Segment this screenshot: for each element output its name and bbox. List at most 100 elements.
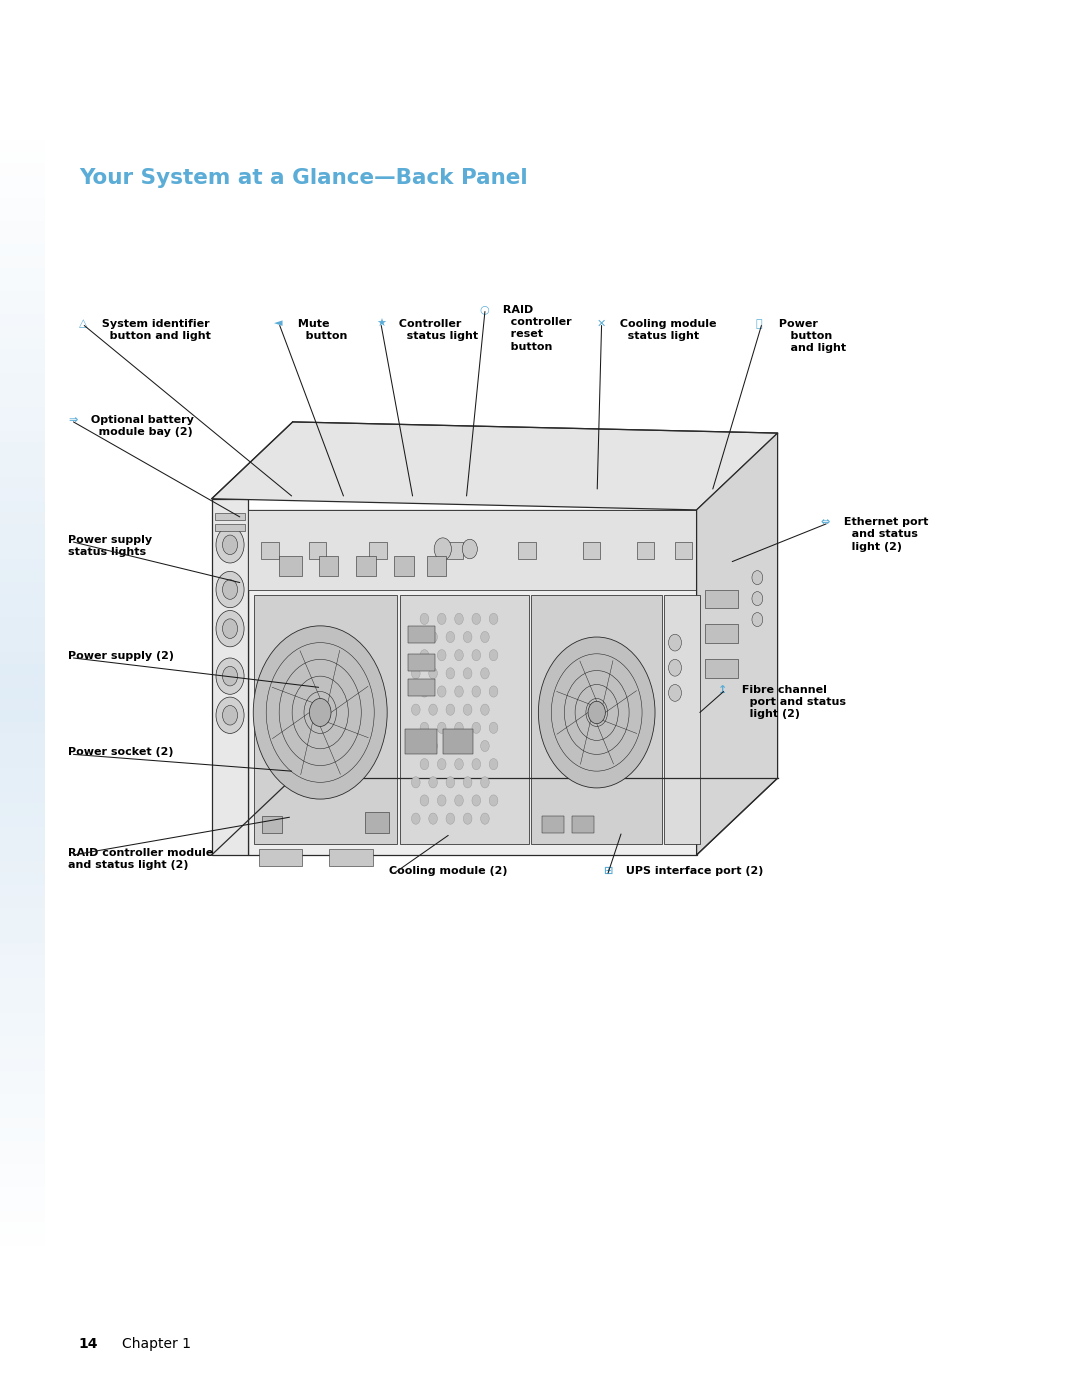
Bar	[0, 605, 45, 617]
Circle shape	[481, 668, 489, 679]
Bar	[0, 1106, 45, 1118]
Bar	[215, 524, 245, 531]
Bar	[0, 908, 45, 919]
Polygon shape	[664, 595, 700, 844]
Text: ⇔: ⇔	[821, 517, 831, 527]
Bar	[0, 792, 45, 803]
Circle shape	[455, 650, 463, 661]
Bar	[0, 24, 45, 35]
Text: RAID controller module
and status light (2): RAID controller module and status light …	[68, 848, 213, 870]
Polygon shape	[697, 433, 778, 855]
Bar	[0, 535, 45, 548]
Circle shape	[411, 631, 420, 643]
Bar	[0, 1303, 45, 1316]
Circle shape	[472, 686, 481, 697]
Bar	[0, 430, 45, 443]
Circle shape	[420, 686, 429, 697]
Circle shape	[437, 795, 446, 806]
Bar	[0, 46, 45, 59]
Bar	[369, 542, 387, 559]
Circle shape	[446, 813, 455, 824]
Bar	[0, 186, 45, 198]
Bar	[309, 542, 326, 559]
Text: RAID
   controller
   reset
   button: RAID controller reset button	[499, 305, 571, 352]
Bar	[0, 116, 45, 129]
Circle shape	[472, 759, 481, 770]
Bar	[0, 745, 45, 757]
Bar	[583, 542, 600, 559]
Bar	[0, 443, 45, 454]
Bar	[0, 175, 45, 186]
Bar	[0, 873, 45, 884]
Circle shape	[472, 795, 481, 806]
Bar	[0, 163, 45, 175]
Bar	[0, 94, 45, 105]
Bar	[408, 679, 435, 696]
Bar	[0, 862, 45, 873]
Circle shape	[216, 571, 244, 608]
Circle shape	[222, 666, 238, 686]
Circle shape	[222, 705, 238, 725]
Polygon shape	[248, 510, 697, 590]
Circle shape	[429, 668, 437, 679]
Circle shape	[472, 722, 481, 733]
Bar	[0, 1013, 45, 1024]
Bar	[0, 1059, 45, 1071]
Circle shape	[455, 686, 463, 697]
Bar	[279, 556, 302, 576]
Polygon shape	[212, 499, 248, 855]
Bar	[0, 35, 45, 46]
Bar	[0, 1222, 45, 1234]
Circle shape	[437, 722, 446, 733]
Bar	[0, 198, 45, 210]
Bar	[0, 943, 45, 954]
Circle shape	[216, 610, 244, 647]
Bar	[0, 897, 45, 908]
Bar	[0, 489, 45, 500]
Circle shape	[472, 613, 481, 624]
Bar	[0, 303, 45, 314]
Bar	[0, 733, 45, 745]
Bar	[0, 279, 45, 291]
Circle shape	[669, 685, 681, 701]
Bar	[0, 0, 45, 11]
Bar	[0, 884, 45, 897]
Circle shape	[481, 813, 489, 824]
Circle shape	[429, 631, 437, 643]
Circle shape	[463, 777, 472, 788]
Bar	[0, 1373, 45, 1386]
Bar	[408, 654, 435, 671]
Bar	[405, 729, 437, 754]
Bar	[0, 1071, 45, 1083]
Bar	[259, 849, 302, 866]
Bar	[0, 919, 45, 932]
Text: UPS interface port (2): UPS interface port (2)	[622, 866, 764, 876]
Bar	[0, 1362, 45, 1373]
Bar	[0, 314, 45, 326]
Circle shape	[429, 740, 437, 752]
Bar	[0, 1351, 45, 1362]
Circle shape	[463, 704, 472, 715]
Bar	[0, 652, 45, 664]
Bar	[0, 594, 45, 605]
Circle shape	[489, 722, 498, 733]
Circle shape	[446, 704, 455, 715]
Circle shape	[463, 668, 472, 679]
Bar	[0, 710, 45, 722]
Bar	[0, 675, 45, 687]
Bar	[0, 1094, 45, 1106]
Bar	[0, 210, 45, 221]
Bar	[0, 849, 45, 862]
Bar	[365, 812, 389, 833]
Bar	[0, 338, 45, 349]
Circle shape	[538, 637, 656, 788]
Bar	[0, 1002, 45, 1013]
Text: ⇒: ⇒	[68, 415, 78, 425]
Text: ↥: ↥	[718, 685, 728, 694]
Bar	[0, 500, 45, 513]
Circle shape	[489, 759, 498, 770]
Bar	[408, 626, 435, 643]
Circle shape	[411, 813, 420, 824]
Text: Cooling module (2): Cooling module (2)	[389, 866, 508, 876]
Bar	[0, 1083, 45, 1094]
